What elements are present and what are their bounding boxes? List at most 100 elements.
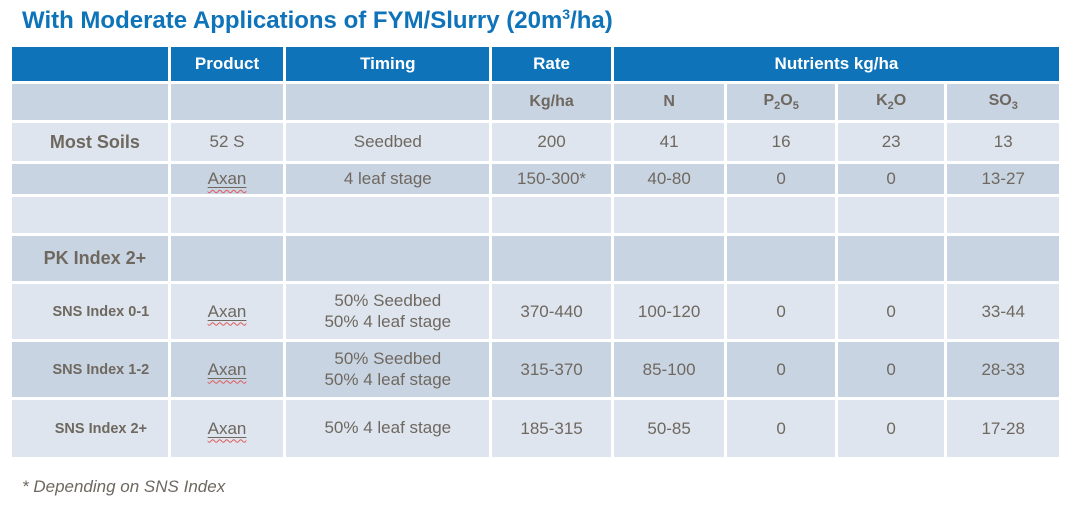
- cell-so3: 17-28: [947, 400, 1059, 457]
- row-label: Most Soils: [12, 123, 168, 161]
- table-row-empty: [12, 197, 1059, 233]
- cell-rate: 370-440: [492, 284, 611, 339]
- row-label: SNS Index 1-2: [12, 342, 168, 397]
- cell-k2o: 23: [837, 123, 945, 161]
- table-row-sns-0-1: SNS Index 0-1 Axan 50% Seedbed 50% 4 lea…: [12, 284, 1059, 339]
- cell-p2o5: 0: [727, 342, 835, 397]
- fertilizer-table: Product Timing Rate Nutrients kg/ha Kg/h…: [9, 44, 1062, 460]
- cell-p2o5: [727, 236, 835, 281]
- k2o-base: K: [876, 91, 888, 109]
- units-p2o5: P2O5: [727, 84, 835, 120]
- header-product: Product: [170, 47, 284, 81]
- header-rate: Rate: [492, 47, 611, 81]
- cell-timing: [286, 197, 490, 233]
- cell-rate: 200: [492, 123, 611, 161]
- cell-so3: 28-33: [947, 342, 1059, 397]
- cell-n: 85-100: [613, 342, 725, 397]
- cell-timing: 50% Seedbed 50% 4 leaf stage: [286, 342, 490, 397]
- cell-so3: 33-44: [947, 284, 1059, 339]
- table-row-sns-1-2: SNS Index 1-2 Axan 50% Seedbed 50% 4 lea…: [12, 342, 1059, 397]
- cell-p2o5: [727, 197, 835, 233]
- cell-so3: 13-27: [947, 164, 1059, 194]
- header-nutrients: Nutrients kg/ha: [613, 47, 1059, 81]
- row-label: [12, 197, 168, 233]
- cell-product: [170, 197, 284, 233]
- cell-so3: [947, 197, 1059, 233]
- title-text: With Moderate Applications of FYM/Slurry…: [22, 7, 563, 34]
- k2o-base2: O: [893, 91, 907, 109]
- units-so3: SO3: [947, 84, 1059, 120]
- table-row-sns-2plus: SNS Index 2+ Axan 50% 4 leaf stage 185-3…: [12, 400, 1059, 457]
- row-label: [12, 164, 168, 194]
- table-header-row: Product Timing Rate Nutrients kg/ha: [12, 47, 1059, 81]
- cell-timing: Seedbed: [286, 123, 490, 161]
- units-empty-timing: [286, 84, 490, 120]
- cell-k2o: 0: [837, 400, 945, 457]
- title-superscript: 3: [562, 6, 571, 22]
- cell-product: Axan: [170, 284, 284, 339]
- cell-n: 41: [613, 123, 725, 161]
- page-title: With Moderate Applications of FYM/Slurry…: [22, 6, 613, 35]
- cell-k2o: 0: [837, 342, 945, 397]
- cell-timing: [286, 236, 490, 281]
- cell-rate: [492, 197, 611, 233]
- p2o5-sub2: 5: [792, 100, 799, 113]
- cell-n: 40-80: [613, 164, 725, 194]
- title-text-end: /ha): [570, 7, 613, 34]
- product-text: Axan: [207, 359, 247, 379]
- cell-product: [170, 236, 284, 281]
- cell-n: [613, 197, 725, 233]
- spellcheck-underline: Axan: [208, 302, 247, 321]
- cell-p2o5: 16: [727, 123, 835, 161]
- row-label: PK Index 2+: [12, 236, 168, 281]
- cell-n: 100-120: [613, 284, 725, 339]
- cell-timing: 50% Seedbed 50% 4 leaf stage: [286, 284, 490, 339]
- product-text: Axan: [207, 418, 247, 438]
- spellcheck-underline: Axan: [208, 360, 247, 379]
- spellcheck-underline: Axan: [208, 419, 247, 438]
- cell-product: Axan: [170, 164, 284, 194]
- table-units-row: Kg/ha N P2O5 K2O SO3: [12, 84, 1059, 120]
- table-row-axan-4leaf: Axan 4 leaf stage 150-300* 40-80 0 0 13-…: [12, 164, 1059, 194]
- cell-so3: [947, 236, 1059, 281]
- cell-product: Axan: [170, 400, 284, 457]
- cell-k2o: 0: [837, 164, 945, 194]
- product-text: Axan: [207, 169, 247, 188]
- cell-timing: 50% 4 leaf stage: [286, 400, 490, 457]
- spellcheck-underline: Axan: [208, 169, 247, 188]
- cell-k2o: 0: [837, 284, 945, 339]
- cell-p2o5: 0: [727, 400, 835, 457]
- cell-timing: 4 leaf stage: [286, 164, 490, 194]
- row-label: SNS Index 2+: [12, 400, 168, 457]
- cell-n: [613, 236, 725, 281]
- product-text: Axan: [207, 301, 247, 321]
- cell-product: Axan: [170, 342, 284, 397]
- so3-base: SO: [988, 91, 1012, 109]
- row-label: SNS Index 0-1: [12, 284, 168, 339]
- fertilizer-table-wrap: Product Timing Rate Nutrients kg/ha Kg/h…: [9, 44, 1062, 460]
- cell-p2o5: 0: [727, 284, 835, 339]
- units-n: N: [613, 84, 725, 120]
- header-empty-cell: [12, 47, 168, 81]
- table-row-most-soils: Most Soils 52 S Seedbed 200 41 16 23 13: [12, 123, 1059, 161]
- cell-rate: 150-300*: [492, 164, 611, 194]
- cell-k2o: [837, 236, 945, 281]
- units-k2o: K2O: [837, 84, 945, 120]
- header-timing: Timing: [286, 47, 490, 81]
- cell-p2o5: 0: [727, 164, 835, 194]
- k2o-sub: 2: [887, 100, 894, 113]
- cell-rate: 315-370: [492, 342, 611, 397]
- footnote: * Depending on SNS Index: [22, 477, 226, 496]
- table-row-pk-index: PK Index 2+: [12, 236, 1059, 281]
- so3-sub: 3: [1011, 100, 1018, 113]
- cell-rate: 185-315: [492, 400, 611, 457]
- p2o5-sub1: 2: [774, 100, 781, 113]
- p2o5-base: P: [763, 91, 775, 109]
- cell-n: 50-85: [613, 400, 725, 457]
- cell-k2o: [837, 197, 945, 233]
- cell-so3: 13: [947, 123, 1059, 161]
- cell-rate: [492, 236, 611, 281]
- units-empty-product: [170, 84, 284, 120]
- cell-product: 52 S: [170, 123, 284, 161]
